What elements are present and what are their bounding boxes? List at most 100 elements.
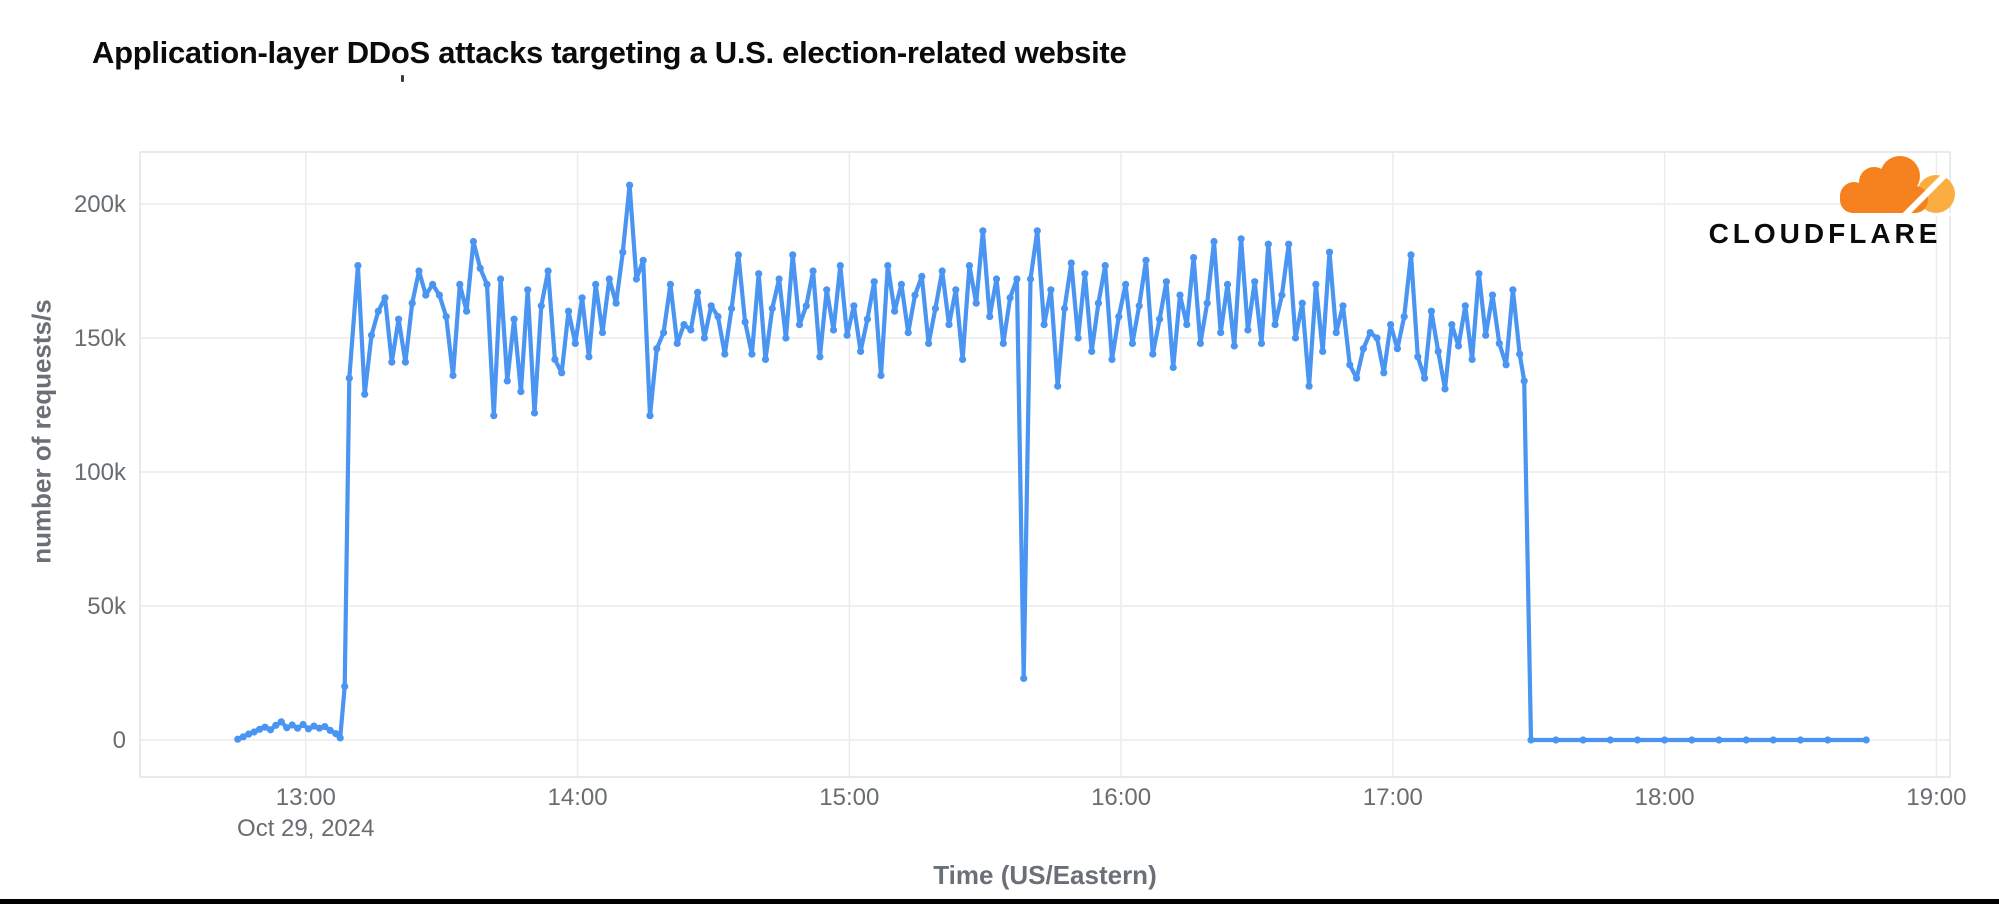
data-point[interactable]: [592, 280, 600, 288]
data-point[interactable]: [1149, 350, 1157, 358]
data-point[interactable]: [1606, 736, 1614, 744]
data-point[interactable]: [1862, 736, 1870, 744]
data-point[interactable]: [694, 288, 702, 296]
data-point[interactable]: [1264, 240, 1272, 248]
data-point[interactable]: [1176, 291, 1184, 299]
data-point[interactable]: [1339, 302, 1347, 310]
data-point[interactable]: [1688, 736, 1696, 744]
data-point[interactable]: [1278, 291, 1286, 299]
data-point[interactable]: [1454, 342, 1463, 350]
data-point[interactable]: [1434, 347, 1442, 355]
data-point[interactable]: [442, 313, 450, 321]
data-point[interactable]: [1742, 736, 1750, 744]
data-point[interactable]: [564, 307, 573, 315]
data-point[interactable]: [1373, 334, 1381, 342]
data-point[interactable]: [619, 248, 627, 256]
data-point[interactable]: [1237, 235, 1245, 243]
data-point[interactable]: [497, 275, 505, 283]
data-point[interactable]: [463, 307, 471, 315]
data-point[interactable]: [952, 286, 960, 294]
data-point[interactable]: [401, 358, 409, 366]
data-point[interactable]: [1047, 286, 1055, 294]
data-point[interactable]: [1325, 248, 1334, 256]
data-point[interactable]: [1488, 291, 1497, 299]
data-point[interactable]: [1101, 262, 1109, 270]
data-point[interactable]: [1115, 313, 1123, 321]
data-point[interactable]: [857, 347, 865, 355]
data-point[interactable]: [1251, 278, 1259, 286]
data-point[interactable]: [1088, 347, 1096, 355]
data-point[interactable]: [1509, 286, 1517, 294]
data-point[interactable]: [277, 718, 285, 726]
data-point[interactable]: [1006, 294, 1014, 302]
data-point[interactable]: [1162, 278, 1170, 286]
data-point[interactable]: [1291, 334, 1300, 342]
data-point[interactable]: [266, 726, 275, 734]
data-point[interactable]: [544, 267, 552, 275]
data-point[interactable]: [1516, 350, 1524, 358]
data-point[interactable]: [1257, 339, 1266, 347]
data-point[interactable]: [945, 321, 953, 329]
data-point[interactable]: [741, 318, 749, 326]
data-point[interactable]: [326, 726, 334, 735]
data-point[interactable]: [1520, 377, 1528, 385]
data-point[interactable]: [965, 262, 974, 270]
data-point[interactable]: [1527, 736, 1535, 744]
data-point[interactable]: [1217, 329, 1225, 337]
data-point[interactable]: [345, 374, 353, 382]
data-point[interactable]: [863, 315, 872, 323]
data-point[interactable]: [748, 350, 756, 358]
data-point[interactable]: [959, 355, 967, 363]
data-point[interactable]: [666, 280, 675, 288]
data-point[interactable]: [1244, 326, 1252, 334]
data-point[interactable]: [1054, 382, 1062, 390]
data-point[interactable]: [1359, 345, 1367, 353]
data-point[interactable]: [321, 723, 329, 731]
data-point[interactable]: [415, 267, 423, 275]
data-point[interactable]: [1081, 270, 1089, 278]
data-point[interactable]: [775, 275, 783, 283]
data-point[interactable]: [1715, 736, 1723, 744]
data-point[interactable]: [1312, 280, 1320, 288]
data-point[interactable]: [1020, 674, 1028, 683]
data-point[interactable]: [1142, 256, 1150, 264]
data-point[interactable]: [256, 725, 264, 733]
data-point[interactable]: [1380, 369, 1388, 377]
data-point[interactable]: [1108, 355, 1116, 363]
data-point[interactable]: [653, 345, 661, 353]
data-point[interactable]: [755, 270, 763, 278]
data-point[interactable]: [517, 388, 525, 396]
data-point[interactable]: [571, 339, 579, 347]
data-point[interactable]: [299, 720, 307, 729]
data-point[interactable]: [1013, 275, 1021, 283]
data-point[interactable]: [1271, 321, 1279, 329]
data-point[interactable]: [585, 353, 593, 361]
data-point[interactable]: [395, 315, 403, 323]
data-point[interactable]: [1094, 299, 1102, 307]
data-point[interactable]: [503, 377, 511, 385]
data-point[interactable]: [435, 291, 443, 299]
data-point[interactable]: [245, 730, 253, 738]
data-point[interactable]: [1169, 363, 1177, 372]
data-point[interactable]: [1495, 339, 1503, 347]
data-point[interactable]: [537, 302, 545, 310]
data-point[interactable]: [823, 286, 831, 294]
data-point[interactable]: [931, 304, 940, 313]
data-point[interactable]: [660, 329, 668, 337]
data-point[interactable]: [1060, 304, 1069, 313]
data-point[interactable]: [728, 304, 736, 313]
data-point[interactable]: [639, 256, 647, 264]
data-point[interactable]: [802, 302, 810, 310]
data-point[interactable]: [1026, 275, 1035, 283]
data-point[interactable]: [510, 315, 518, 323]
data-point[interactable]: [272, 721, 280, 729]
data-point[interactable]: [1393, 345, 1401, 353]
data-point[interactable]: [877, 371, 885, 380]
data-point[interactable]: [1448, 321, 1456, 329]
data-point[interactable]: [1074, 334, 1082, 342]
data-point[interactable]: [999, 339, 1007, 347]
data-point[interactable]: [449, 371, 457, 380]
data-point[interactable]: [714, 313, 722, 321]
data-point[interactable]: [294, 724, 302, 732]
data-point[interactable]: [1796, 736, 1805, 744]
